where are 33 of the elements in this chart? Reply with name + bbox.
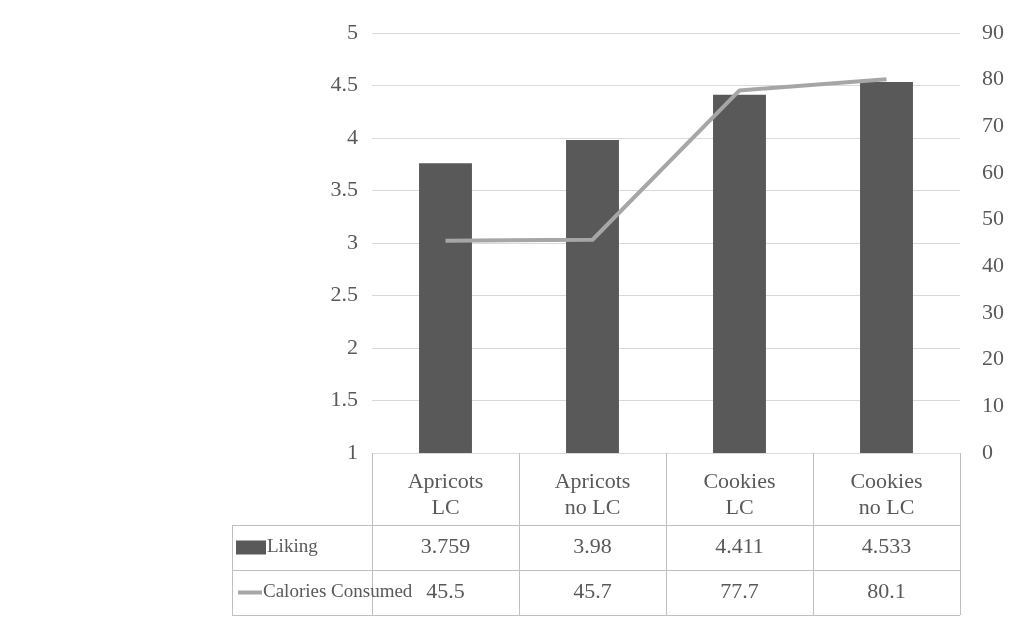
y-tick-label: 4.5	[330, 71, 358, 97]
y-tick-label: 3.5	[330, 176, 358, 202]
data-label: 4.411	[715, 533, 764, 559]
y-tick-label: 4	[347, 123, 358, 149]
legend-label: Liking	[267, 535, 319, 557]
y2-tick-label: 70	[982, 112, 1004, 138]
y-tick-label: 1	[347, 438, 358, 464]
y2-tick-label: 60	[982, 158, 1004, 184]
y-tick-label: 3	[347, 228, 358, 254]
data-label: 45.5	[426, 578, 465, 604]
data-label: 45.7	[573, 578, 612, 604]
y-tick-label: 1.5	[330, 386, 358, 412]
x-tick-label: Cookies LC	[703, 467, 776, 520]
data-label: 4.533	[861, 533, 912, 559]
y2-tick-label: 0	[982, 438, 993, 464]
data-label: 3.759	[420, 533, 471, 559]
data-label: 77.7	[720, 578, 759, 604]
y2-tick-label: 50	[982, 205, 1004, 231]
data-label: 3.98	[573, 533, 612, 559]
x-tick-label: Cookies no LC	[850, 467, 923, 520]
y2-tick-label: 20	[982, 345, 1004, 371]
y2-tick-label: 30	[982, 298, 1004, 324]
data-label: 80.1	[867, 578, 906, 604]
x-tick-label: Apricots no LC	[554, 467, 631, 520]
y2-tick-label: 40	[982, 252, 1004, 278]
y-tick-label: 5	[347, 18, 358, 44]
y2-tick-label: 80	[982, 65, 1004, 91]
y2-tick-label: 10	[982, 392, 1004, 418]
y2-tick-label: 90	[982, 18, 1004, 44]
legend-label: Calories Consumed	[263, 580, 413, 602]
y-tick-label: 2	[347, 333, 358, 359]
y-tick-label: 2.5	[330, 281, 358, 307]
x-tick-label: Apricots LC	[407, 467, 484, 520]
